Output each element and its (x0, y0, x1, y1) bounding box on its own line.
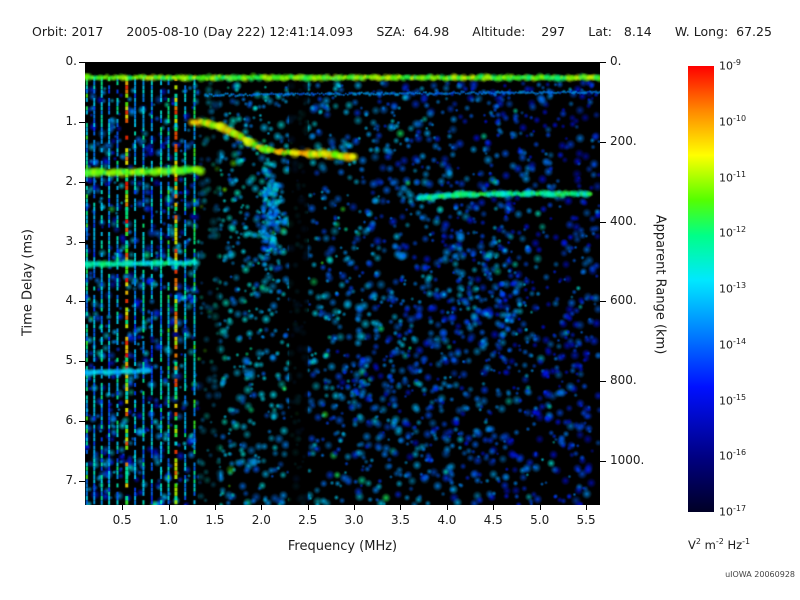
colorbar-tick-label: 10-17 (719, 504, 747, 519)
x-tick-label: 2.5 (298, 513, 318, 527)
altitude-info: Altitude: 297 (472, 24, 566, 39)
y2-tick-label: 600. (610, 293, 637, 308)
y-tick-mark (79, 481, 85, 483)
x-tick-label: 1.5 (205, 513, 225, 527)
x-tick-label: 4.0 (437, 513, 457, 527)
y2-tick-mark (600, 461, 606, 463)
x-tick-label: 2.0 (251, 513, 271, 527)
header-info: Orbit: 2017 2005-08-10 (Day 222) 12:41:1… (32, 24, 772, 39)
x-tick-mark (307, 505, 309, 510)
colorbar-tick-label: 10-14 (719, 336, 747, 352)
y-tick-label: 5. (65, 353, 77, 368)
y-tick-label: 3. (65, 233, 77, 248)
x-tick-label: 3.0 (344, 513, 364, 527)
y-tick-label: 6. (65, 413, 77, 428)
colorbar (688, 66, 714, 512)
x-tick-mark (493, 505, 495, 510)
credit-text: uIOWA 20060928 (725, 570, 795, 579)
y2-tick-mark (600, 381, 606, 383)
west-longitude-info: W. Long: 67.25 (674, 24, 772, 39)
x-tick-mark (539, 505, 541, 510)
x-axis-title: Frequency (MHz) (287, 539, 398, 554)
datetime-info: 2005-08-10 (Day 222) 12:41:14.093 (126, 24, 354, 39)
latitude-info: Lat: 8.14 (588, 24, 652, 39)
x-tick-mark (122, 505, 124, 510)
y2-tick-mark (600, 141, 606, 143)
y2-tick-label: 800. (610, 373, 637, 388)
orbit-info: Orbit: 2017 (32, 24, 104, 39)
sza-info: SZA: 64.98 (376, 24, 450, 39)
y-tick-label: 4. (65, 293, 77, 308)
y-tick-mark (79, 421, 85, 423)
y-tick-mark (79, 181, 85, 183)
x-tick-mark (400, 505, 402, 510)
y-tick-mark (79, 241, 85, 243)
y-tick-mark (79, 361, 85, 363)
x-tick-label: 4.5 (483, 513, 503, 527)
spectrogram-canvas (85, 62, 600, 505)
x-tick-label: 5.5 (576, 513, 596, 527)
y2-tick-label: 1000. (610, 453, 645, 468)
x-tick-mark (446, 505, 448, 510)
x-tick-mark (261, 505, 263, 510)
y-tick-label: 1. (65, 113, 77, 128)
y-tick-mark (79, 62, 85, 63)
x-tick-mark (168, 505, 170, 510)
x-tick-mark (354, 505, 356, 510)
colorbar-tick-label: 10-9 (719, 58, 741, 73)
x-tick-label: 3.5 (390, 513, 411, 527)
y2-tick-mark (600, 62, 606, 63)
y-tick-label: 2. (65, 173, 77, 188)
colorbar-unit-label: V2 m-2 Hz-1 (688, 537, 751, 552)
x-tick-label: 5.0 (530, 513, 550, 527)
colorbar-tick-label: 10-15 (719, 392, 747, 408)
colorbar-tick-label: 10-10 (719, 113, 747, 129)
y-tick-mark (79, 301, 85, 303)
x-tick-mark (214, 505, 216, 510)
y2-tick-label: 0. (610, 54, 622, 68)
y2-tick-mark (600, 301, 606, 303)
x-tick-label: 0.5 (112, 513, 132, 527)
colorbar-tick-label: 10-16 (719, 448, 747, 463)
colorbar-tick-label: 10-11 (719, 169, 747, 185)
y2-tick-label: 400. (610, 213, 637, 228)
colorbar-tick-label: 10-12 (719, 225, 747, 240)
x-tick-mark (586, 505, 588, 510)
y-tick-label: 7. (65, 473, 77, 488)
y2-tick-label: 200. (610, 133, 637, 148)
colorbar-tick-label: 10-13 (719, 281, 747, 296)
y-tick-mark (79, 121, 85, 123)
y2-tick-mark (600, 221, 606, 223)
x-tick-label: 1.0 (158, 513, 179, 527)
y-axis-title: Time Delay (ms) (20, 229, 36, 336)
y-tick-label: 0. (65, 54, 77, 68)
